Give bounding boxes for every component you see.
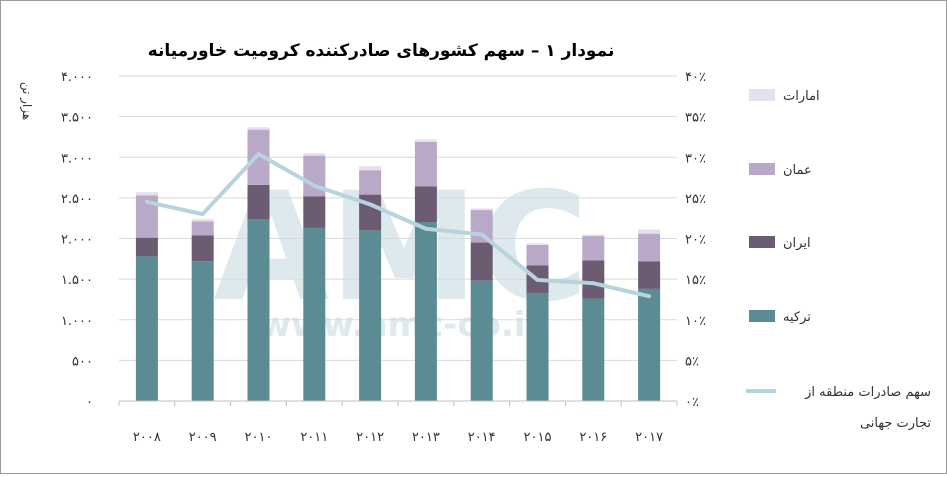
legend-label: سهم صادرات منطقه از [804,385,931,400]
x-tick-label: ۲۰۱۲ [356,430,384,445]
bar-segment [303,153,326,156]
y2-tick-label: ۱۵٪ [685,273,706,288]
bar-segment [191,219,214,222]
bar-segment [526,243,549,245]
bar-segment [247,184,270,219]
y-tick-label: ۰ [86,395,93,410]
legend-swatch [749,310,775,322]
share-line-path [144,152,652,299]
bar-segment [191,235,214,262]
chart-title: نمودار ۱ – سهم کشورهای صادرکننده کرومیت … [148,41,615,61]
bar-segment [638,233,661,262]
y-tick-label: ۴.۰۰۰ [61,70,93,85]
y-axis-label: هزار تن [19,82,34,120]
x-tick-label: ۲۰۱۴ [468,430,496,445]
legend-label: ایران [783,236,811,251]
bar-segment [582,236,605,261]
watermark-logo-text: AMC [213,161,588,335]
bar-segment [414,141,437,187]
bar-segment [582,234,605,237]
y2-tick-label: ۵٪ [685,354,699,369]
x-tick-label: ۲۰۱۶ [579,430,607,445]
y-tick-label: ۳.۰۰۰ [61,151,93,166]
legend-swatch [749,236,775,248]
bar-segment [414,139,437,142]
bar-segment [414,186,437,223]
legend-label: امارات [783,89,820,104]
y2-tick-label: ۲۰٪ [685,233,706,248]
bar-segment [135,237,158,257]
y2-tick-label: ۰٪ [685,395,699,410]
y-tick-label: ۱.۰۰۰ [61,314,93,329]
watermark-url-text: www.amc-co.ir [260,305,543,345]
bar-segment [359,170,382,195]
bar-segment [247,127,270,130]
y-tick-label: ۲.۰۰۰ [61,233,93,248]
y-tick-label: ۵۰۰ [72,354,93,369]
bar-segment [638,261,661,289]
bar-segment [526,245,549,266]
y-tick-label: ۱.۵۰۰ [61,273,93,288]
legend-label: عمان [783,163,812,178]
legend: امارات عمان ایران ترکیه سهم صادرات منطقه از ت… [746,89,931,431]
x-tick-label: ۲۰۰۸ [133,430,161,445]
bar-segment [191,221,214,236]
x-tick-label: ۲۰۱۷ [635,430,663,445]
legend-label: تجارت جهانی [860,416,931,431]
x-tick-label: ۲۰۱۵ [524,430,552,445]
legend-label: ترکیه [783,310,811,325]
y-tick-label: ۳.۵۰۰ [61,111,93,126]
y2-tick-label: ۴۰٪ [685,70,706,85]
bar-segment [582,260,605,299]
bar-segment [638,229,661,234]
x-tick-label: ۲۰۱۳ [412,430,440,445]
bar-segment [359,166,382,171]
axes: ۰ ۵۰۰ ۱.۰۰۰ ۱.۵۰۰ ۲.۰۰۰ ۲.۵۰۰ ۳.۰۰۰ ۳.۵۰۰ ۴.۰۰۰ ۰… [61,70,706,445]
bar-segment [470,210,493,243]
bar-segment [135,195,158,238]
bar-segment [470,280,493,401]
bars [135,127,661,401]
x-tick-label: ۲۰۱۰ [245,430,273,445]
x-tick-label: ۲۰۱۱ [300,430,328,445]
bar-segment [638,288,661,401]
bar-segment [526,292,549,401]
legend-swatch [749,163,775,175]
bar-segment [135,192,158,196]
y-tick-label: ۲.۵۰۰ [61,192,93,207]
bar-segment [359,230,382,401]
bar-segment [135,256,158,401]
share-line [144,152,652,299]
bar-segment [582,298,605,401]
x-tick-label: ۲۰۰۹ [189,430,217,445]
y2-tick-label: ۱۰٪ [685,314,706,329]
bar-segment [303,196,326,228]
y2-tick-label: ۳۰٪ [685,151,706,166]
bar-segment [191,261,214,401]
y2-tick-label: ۲۵٪ [685,192,706,207]
bar-segment [247,219,270,401]
bar-segment [470,242,493,281]
bar-segment [470,208,493,211]
bar-segment [414,222,437,401]
bar-segment [247,129,270,185]
legend-swatch [749,89,775,101]
y2-tick-label: ۳۵٪ [685,111,706,126]
bar-segment [303,227,326,401]
